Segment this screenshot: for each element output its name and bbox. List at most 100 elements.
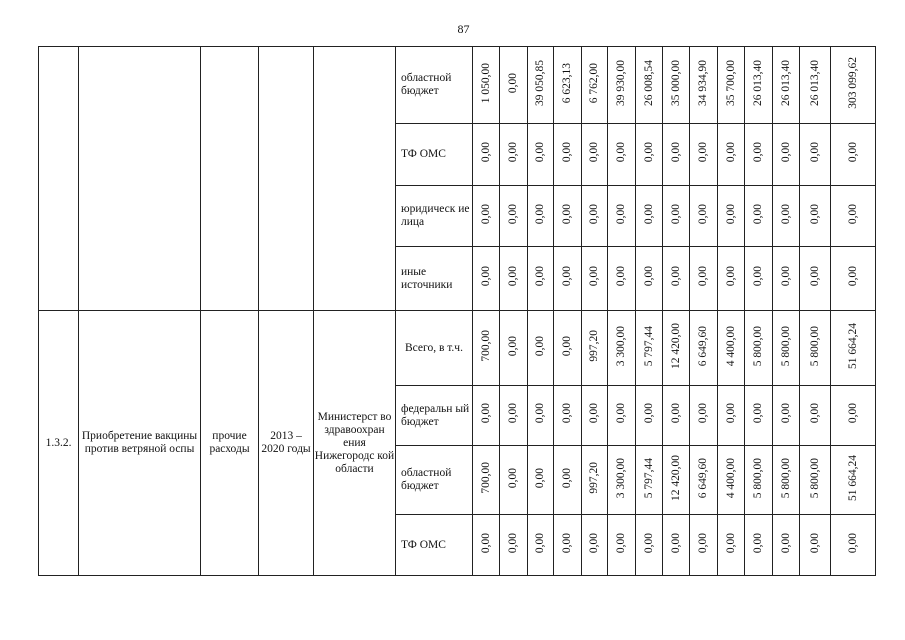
year-value: 5 800,00 [808, 325, 821, 367]
year-value-cell: 0,00 [744, 246, 773, 311]
year-value: 4 400,00 [724, 325, 737, 367]
year-value: 0,00 [507, 142, 519, 163]
funding-source: ТФ ОМС [395, 123, 473, 186]
year-value: 0,00 [507, 532, 519, 554]
year-value-cell: 0,00 [607, 123, 636, 186]
year-value: 0,00 [697, 266, 709, 287]
year-value-cell: 0,00 [553, 246, 582, 311]
expense-type-cell: прочие расходы [200, 310, 259, 576]
year-value: 0,00 [808, 203, 821, 225]
funding-source: юридическ ие лица [395, 185, 473, 247]
year-value-cell: 0,00 [607, 385, 636, 446]
year-value: 0,00 [779, 203, 792, 225]
year-value: 5 800,00 [752, 457, 764, 499]
year-value: 26 013,40 [752, 60, 764, 106]
year-value: 39 930,00 [615, 60, 627, 106]
year-value-cell: 0,00 [499, 445, 528, 515]
year-value: 39 050,85 [534, 60, 546, 106]
year-value: 0,00 [479, 403, 492, 424]
total-cell: 0,00 [830, 123, 876, 186]
item-name-cell [78, 46, 201, 311]
year-value: 0,00 [642, 266, 655, 287]
year-value-cell: 0,00 [799, 514, 831, 576]
year-value-cell: 0,00 [635, 123, 663, 186]
year-value: 0,00 [669, 532, 682, 554]
year-value-cell: 0,00 [772, 123, 800, 186]
year-value: 0,00 [561, 266, 573, 287]
year-value-cell: 0,00 [744, 385, 773, 446]
year-value: 0,00 [561, 203, 573, 225]
year-value-cell: 0,00 [527, 445, 554, 515]
total-cell: 0,00 [830, 185, 876, 247]
year-value: 0,00 [615, 203, 627, 225]
funding-source: областной бюджет [395, 445, 473, 515]
year-value: 0,00 [615, 142, 627, 163]
year-value-cell: 26 013,40 [799, 46, 831, 124]
year-value-cell: 0,00 [662, 385, 690, 446]
year-value: 0,00 [507, 203, 519, 225]
year-value-cell: 0,00 [581, 385, 608, 446]
year-value-cell: 0,00 [553, 445, 582, 515]
year-value-cell: 0,00 [689, 246, 718, 311]
year-value: 0,00 [779, 403, 792, 424]
year-value-cell: 0,00 [527, 514, 554, 576]
year-value-cell: 0,00 [499, 310, 528, 386]
year-value-cell: 0,00 [689, 123, 718, 186]
year-value-cell: 0,00 [689, 185, 718, 247]
year-value: 700,00 [479, 330, 492, 362]
table-row: ТФ ОМС 0,00 0,00 0,00 0,00 0,00 0,00 0,00 0,00 0,… [39, 123, 876, 186]
year-value-cell: 6 762,00 [581, 46, 608, 124]
year-value-cell: 0,00 [717, 514, 745, 576]
year-value-cell: 5 800,00 [772, 310, 800, 386]
total-value: 0,00 [846, 266, 859, 287]
funding-source: иные источники [395, 246, 473, 311]
year-value: 5 797,44 [642, 325, 655, 367]
year-value-cell: 1 050,00 [472, 46, 500, 124]
year-value-cell: 26 013,40 [772, 46, 800, 124]
table-row: иные источники 0,00 0,00 0,00 0,00 0,00 0,00 0,… [39, 246, 876, 311]
year-value-cell: 35 700,00 [717, 46, 745, 124]
year-value-cell: 0,00 [799, 185, 831, 247]
year-value: 0,00 [507, 467, 519, 489]
year-value-cell: 0,00 [553, 310, 582, 386]
year-value-cell: 0,00 [635, 514, 663, 576]
year-value: 0,00 [808, 403, 821, 424]
year-value: 0,00 [561, 403, 573, 424]
year-value-cell: 39 050,85 [527, 46, 554, 124]
year-value: 0,00 [642, 203, 655, 225]
year-value: 0,00 [561, 532, 573, 554]
year-value-cell: 12 420,00 [662, 445, 690, 515]
period-cell [258, 46, 314, 311]
expense-type-cell [200, 46, 259, 311]
year-value: 0,00 [642, 142, 655, 163]
year-value: 997,20 [588, 462, 600, 494]
year-value-cell: 0,00 [799, 123, 831, 186]
year-value: 0,00 [588, 403, 600, 424]
funding-source: федеральн ый бюджет [395, 385, 473, 446]
year-value-cell: 0,00 [472, 123, 500, 186]
year-value: 0,00 [752, 403, 764, 424]
year-value: 0,00 [779, 142, 792, 163]
year-value-cell: 997,20 [581, 445, 608, 515]
year-value: 3 300,00 [615, 457, 627, 499]
year-value-cell: 5 800,00 [799, 310, 831, 386]
year-value-cell: 997,20 [581, 310, 608, 386]
year-value-cell: 700,00 [472, 445, 500, 515]
year-value: 0,00 [724, 532, 737, 554]
year-value: 6 623,13 [561, 62, 573, 104]
item-code-cell: 1.3.2. [38, 310, 79, 576]
year-value-cell: 0,00 [472, 514, 500, 576]
year-value-cell: 4 400,00 [717, 310, 745, 386]
executor-cell [313, 46, 396, 311]
year-value: 0,00 [534, 203, 546, 225]
year-value-cell: 5 800,00 [744, 310, 773, 386]
year-value: 0,00 [642, 403, 655, 424]
year-value-cell: 39 930,00 [607, 46, 636, 124]
year-value: 0,00 [724, 203, 737, 225]
year-value: 6 649,60 [697, 457, 709, 499]
year-value: 0,00 [779, 266, 792, 287]
total-value: 0,00 [846, 532, 859, 554]
year-value: 0,00 [724, 403, 737, 424]
year-value-cell: 5 800,00 [799, 445, 831, 515]
year-value: 26 013,40 [779, 60, 792, 106]
